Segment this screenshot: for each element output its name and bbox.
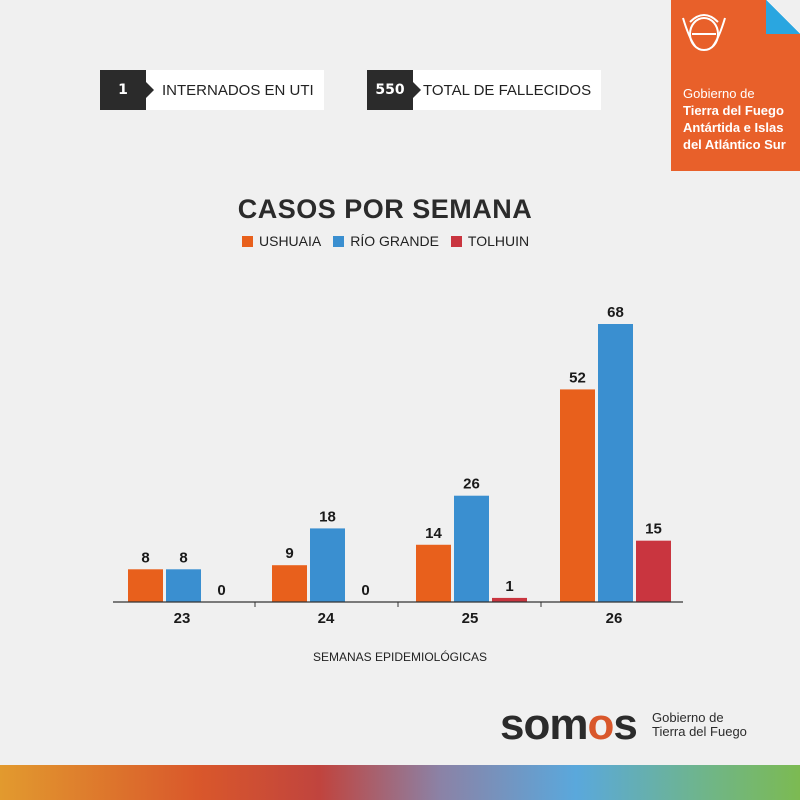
gov-line2: Tierra del Fuego: [683, 103, 784, 118]
chart-title: CASOS POR SEMANA: [237, 194, 533, 224]
x-axis-label: SEMANAS EPIDEMIOLÓGICAS: [312, 650, 488, 664]
bar: [272, 565, 307, 602]
gov-name: Tierra del Fuego Antártida e Islas del A…: [683, 102, 786, 153]
bar: [636, 540, 671, 602]
somos-logo: somos: [500, 700, 638, 749]
legend-label: TOLHUIN: [467, 233, 530, 249]
legend-item: USHUAIA: [242, 233, 321, 249]
bar: [454, 495, 489, 602]
data-label: 0: [217, 582, 225, 599]
data-label: 0: [361, 582, 369, 599]
data-label: 26: [463, 476, 480, 493]
bar: [560, 389, 595, 602]
gov-line3: Antártida e Islas: [683, 120, 784, 135]
x-tick-label: 24: [318, 610, 335, 627]
x-tick-label: 26: [606, 610, 623, 627]
bar: [310, 528, 345, 602]
bar: [128, 569, 163, 602]
data-label: 18: [319, 508, 336, 525]
x-tick-label: 23: [174, 610, 191, 627]
stat-internados: 1 INTERNADOS EN UTI: [100, 70, 324, 110]
data-label: 9: [285, 545, 293, 562]
legend-swatch: [450, 235, 462, 247]
stat-value: 550: [367, 70, 421, 110]
government-badge: Gobierno de Tierra del Fuego Antártida e…: [671, 0, 800, 171]
bar: [416, 544, 451, 602]
corner-fold: [766, 0, 800, 34]
footer-sub1: Gobierno de: [652, 710, 724, 725]
legend-swatch: [242, 235, 253, 247]
bar: [598, 324, 633, 602]
footer-subtitle: Gobierno de Tierra del Fuego: [652, 711, 747, 739]
bar: [492, 597, 527, 602]
data-label: 8: [179, 549, 187, 566]
stat-label: TOTAL DE FALLECIDOS: [423, 81, 592, 99]
stat-value: 1: [100, 70, 154, 110]
data-label: 14: [425, 525, 442, 542]
legend-label: USHUAIA: [259, 233, 322, 249]
data-label: 68: [607, 304, 624, 321]
legend-item: TOLHUIN: [450, 233, 530, 249]
legend-label: RÍO GRANDE: [350, 233, 439, 249]
stat-fallecidos: 550 TOTAL DE FALLECIDOS: [367, 70, 602, 110]
coat-of-arms-icon: [682, 14, 726, 51]
data-label: 8: [141, 549, 149, 566]
gov-line1: Gobierno de: [683, 86, 755, 101]
bar: [166, 569, 201, 602]
chart-legend: USHUAIA RÍO GRANDE TOLHUIN: [242, 233, 529, 249]
data-label: 1: [505, 578, 513, 595]
x-tick-label: 25: [462, 610, 479, 627]
footer-sub2: Tierra del Fuego: [652, 724, 747, 739]
stat-label: INTERNADOS EN UTI: [162, 81, 314, 99]
legend-item: RÍO GRANDE: [333, 233, 439, 249]
color-band: [0, 765, 800, 800]
gov-line4: del Atlántico Sur: [683, 137, 786, 152]
logo-ring: o: [587, 700, 614, 749]
legend-swatch: [333, 235, 345, 247]
data-label: 15: [645, 521, 662, 538]
data-label: 52: [569, 369, 586, 386]
